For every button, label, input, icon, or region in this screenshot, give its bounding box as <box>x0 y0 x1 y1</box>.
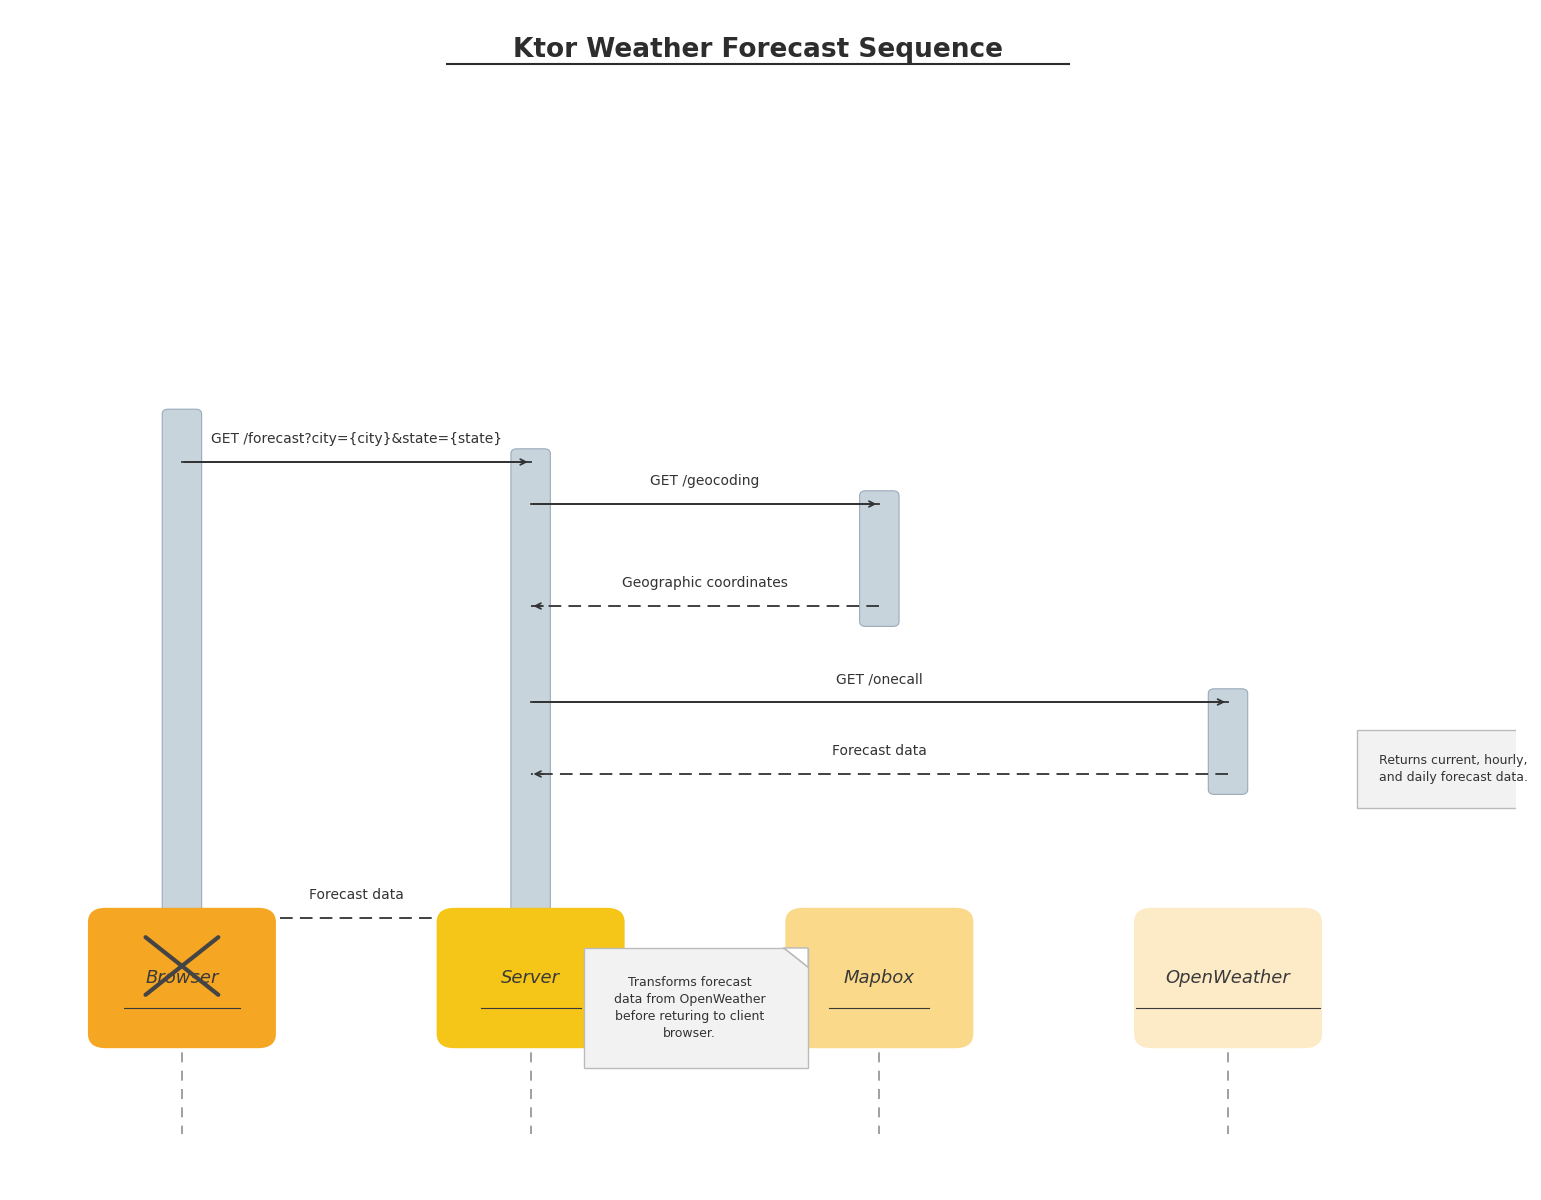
Text: Transforms forecast
data from OpenWeather
before returing to client
browser.: Transforms forecast data from OpenWeathe… <box>613 976 766 1040</box>
Text: Forecast data: Forecast data <box>832 744 926 758</box>
Polygon shape <box>1538 730 1541 749</box>
Polygon shape <box>784 948 807 967</box>
FancyBboxPatch shape <box>860 491 898 626</box>
FancyBboxPatch shape <box>584 948 807 1068</box>
Text: Geographic coordinates: Geographic coordinates <box>623 576 787 590</box>
FancyBboxPatch shape <box>1358 730 1541 808</box>
Text: Server: Server <box>501 970 559 986</box>
Text: GET /onecall: GET /onecall <box>835 672 923 686</box>
Text: OpenWeather: OpenWeather <box>1165 970 1290 986</box>
FancyBboxPatch shape <box>512 449 550 941</box>
Text: Mapbox: Mapbox <box>844 970 915 986</box>
FancyBboxPatch shape <box>1208 689 1248 794</box>
Text: Ktor Weather Forecast Sequence: Ktor Weather Forecast Sequence <box>513 37 1003 64</box>
FancyBboxPatch shape <box>436 907 624 1049</box>
FancyBboxPatch shape <box>1134 907 1322 1049</box>
FancyBboxPatch shape <box>162 409 202 947</box>
Text: GET /geocoding: GET /geocoding <box>650 474 760 488</box>
Text: GET /forecast?city={city}&state={state}: GET /forecast?city={city}&state={state} <box>211 432 502 446</box>
FancyBboxPatch shape <box>88 907 276 1049</box>
FancyBboxPatch shape <box>786 907 974 1049</box>
Text: Returns current, hourly,
and daily forecast data.: Returns current, hourly, and daily forec… <box>1379 754 1527 784</box>
Text: Browser: Browser <box>145 970 219 986</box>
Text: Forecast data: Forecast data <box>308 888 404 902</box>
